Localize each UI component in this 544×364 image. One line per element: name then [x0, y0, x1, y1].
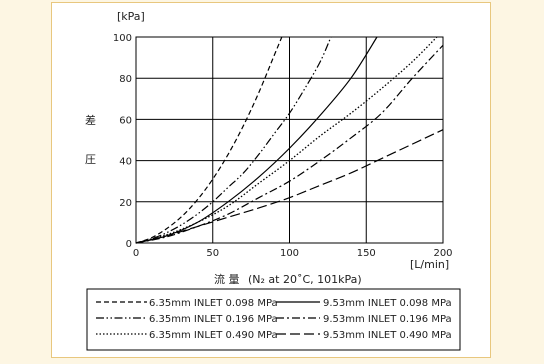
series-line-4 [135, 36, 378, 244]
grid [135, 36, 444, 244]
series-lines [135, 36, 444, 244]
legend: 6.35mm INLET 0.098 MPa 6.35mm INLET 0.196… [96, 298, 452, 341]
series-line-2 [135, 36, 332, 244]
series-line-5 [135, 44, 444, 244]
legend-label-2: 6.35mm INLET 0.196 MPa [149, 314, 278, 325]
y-axis-unit: [kPa] [117, 10, 145, 23]
x-tick-label-50: 50 [206, 248, 219, 259]
y-axis-label-char-1: 差 [85, 113, 96, 127]
x-tick-label-100: 100 [280, 248, 299, 259]
legend-label-4: 9.53mm INLET 0.098 MPa [323, 298, 452, 309]
x-axis-label-main: 流 量 [214, 272, 240, 286]
legend-box [86, 288, 461, 351]
y-tick-label-0: 0 [126, 239, 132, 250]
y-tick-label-60: 60 [119, 115, 132, 126]
x-axis-unit: [L/min] [410, 258, 449, 271]
plot-border [135, 36, 444, 244]
series-line-1 [135, 36, 283, 244]
x-axis-label-sub: (N₂ at 20˚C, 101kPa) [248, 273, 362, 286]
x-tick-label-0: 0 [133, 248, 139, 259]
legend-label-5: 9.53mm INLET 0.196 MPa [323, 314, 452, 325]
y-tick-label-100: 100 [113, 33, 132, 44]
y-axis-label-char-2: 圧 [85, 153, 96, 166]
legend-label-6: 9.53mm INLET 0.490 MPa [323, 330, 452, 341]
y-tick-label-20: 20 [119, 198, 132, 209]
legend-label-3: 6.35mm INLET 0.490 MPa [149, 330, 278, 341]
y-tick-label-80: 80 [119, 74, 132, 85]
y-tick-label-40: 40 [119, 157, 132, 168]
series-line-3 [135, 36, 438, 244]
x-tick-label-150: 150 [357, 248, 376, 259]
tick-labels: 0 50 100 150 200 0 20 40 60 80 100 [113, 33, 453, 259]
series-line-6 [135, 129, 444, 244]
legend-label-1: 6.35mm INLET 0.098 MPa [149, 298, 278, 309]
x-tick-label-200: 200 [433, 248, 452, 259]
